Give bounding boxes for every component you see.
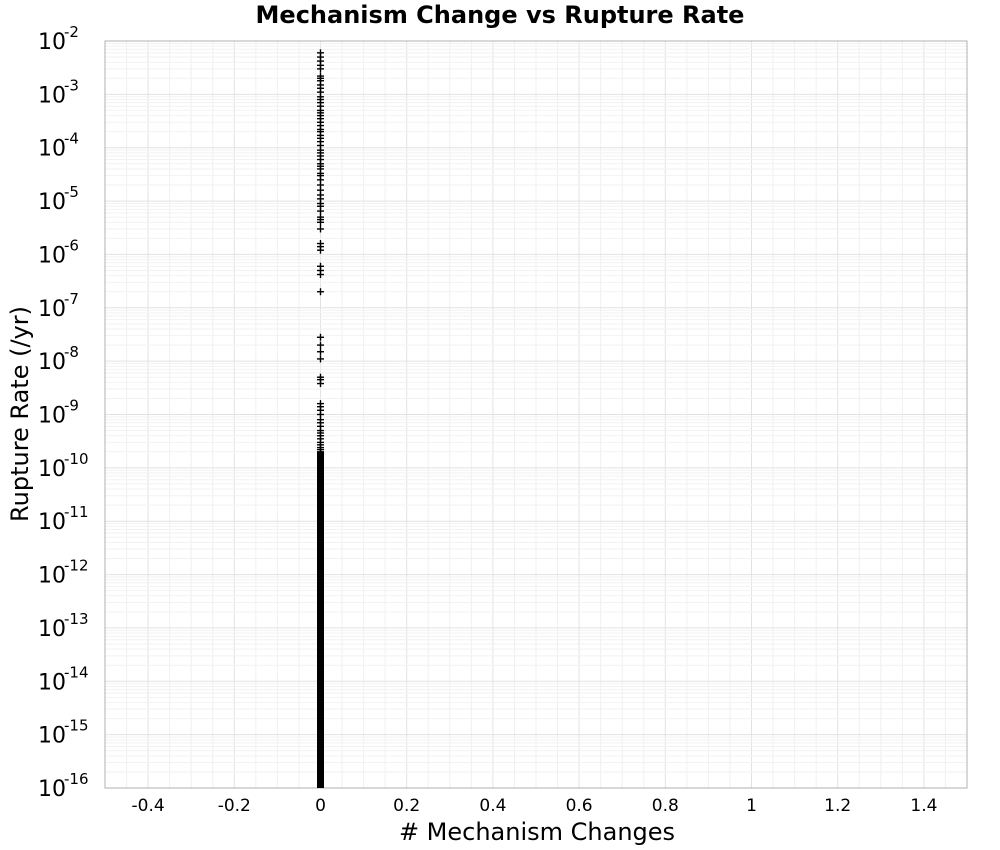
data-point xyxy=(317,341,324,349)
x-tick-label: 0 xyxy=(315,796,326,816)
x-tick-label: 1.2 xyxy=(824,796,851,816)
x-tick-label: 0.6 xyxy=(566,796,593,816)
chart-title: Mechanism Change vs Rupture Rate xyxy=(256,1,745,29)
data-point xyxy=(317,348,324,356)
y-tick-label: 10 xyxy=(38,777,66,802)
x-tick-label: 0.8 xyxy=(652,796,679,816)
data-point xyxy=(317,454,324,462)
y-tick-exponent: -5 xyxy=(64,183,79,201)
y-tick-exponent: -7 xyxy=(64,290,79,308)
y-tick-label: 10 xyxy=(38,243,66,268)
plot-frame xyxy=(104,40,968,789)
x-tick-label: 1 xyxy=(746,796,757,816)
y-tick-exponent: -9 xyxy=(64,397,79,415)
scatter-marks xyxy=(317,49,324,788)
y-tick-label: 10 xyxy=(38,137,66,162)
y-tick-label: 10 xyxy=(38,190,66,215)
y-tick-label: 10 xyxy=(38,404,66,429)
x-tick-labels: -0.4 -0.2 0 0.2 0.4 0.6 0.8 1 1.2 1.4 xyxy=(132,796,938,816)
y-tick-exponent: -2 xyxy=(64,23,79,41)
y-tick-exponent: -8 xyxy=(64,343,79,361)
y-tick-label: 10 xyxy=(38,510,66,535)
y-tick-label: 10 xyxy=(38,617,66,642)
dense-marker-band xyxy=(317,451,324,788)
y-tick-label: 10 xyxy=(38,724,66,749)
y-tick-exponent: -13 xyxy=(64,610,89,628)
y-tick-exponent: -10 xyxy=(64,450,89,468)
y-tick-exponent: -6 xyxy=(64,236,79,254)
y-tick-exponent: -14 xyxy=(64,663,89,681)
data-point xyxy=(317,333,324,341)
grid xyxy=(104,41,968,789)
y-tick-exponent: -12 xyxy=(64,557,89,575)
data-point xyxy=(317,65,324,73)
y-tick-label: 10 xyxy=(38,297,66,322)
x-tick-label: 0.2 xyxy=(393,796,420,816)
y-tick-exponent: -3 xyxy=(64,76,79,94)
x-tick-label: 0.4 xyxy=(479,796,506,816)
data-point xyxy=(317,246,324,254)
data-point xyxy=(317,271,324,279)
y-tick-exponent: -15 xyxy=(64,717,89,735)
y-tick-exponent: -4 xyxy=(64,130,79,148)
data-point xyxy=(317,288,324,296)
data-point xyxy=(317,380,324,388)
y-axis-label: Rupture Rate (/yr) xyxy=(6,306,34,522)
y-tick-label: 10 xyxy=(38,457,66,482)
y-tick-label: 10 xyxy=(38,83,66,108)
y-tick-label: 10 xyxy=(38,30,66,55)
y-tick-exponent: -16 xyxy=(64,770,89,788)
data-point xyxy=(317,225,324,233)
data-point xyxy=(317,207,324,215)
y-tick-label: 10 xyxy=(38,564,66,589)
x-tick-label: 1.4 xyxy=(910,796,937,816)
y-tick-label: 10 xyxy=(38,670,66,695)
y-tick-exponent: -11 xyxy=(64,503,89,521)
x-tick-label: -0.4 xyxy=(132,796,165,816)
data-point xyxy=(317,218,324,226)
data-point xyxy=(317,355,324,363)
x-tick-label: -0.2 xyxy=(218,796,251,816)
x-axis-label: # Mechanism Changes xyxy=(399,818,675,846)
y-tick-labels: 10-1610-1510-1410-1310-1210-1110-1010-91… xyxy=(38,23,89,802)
y-tick-label: 10 xyxy=(38,350,66,375)
